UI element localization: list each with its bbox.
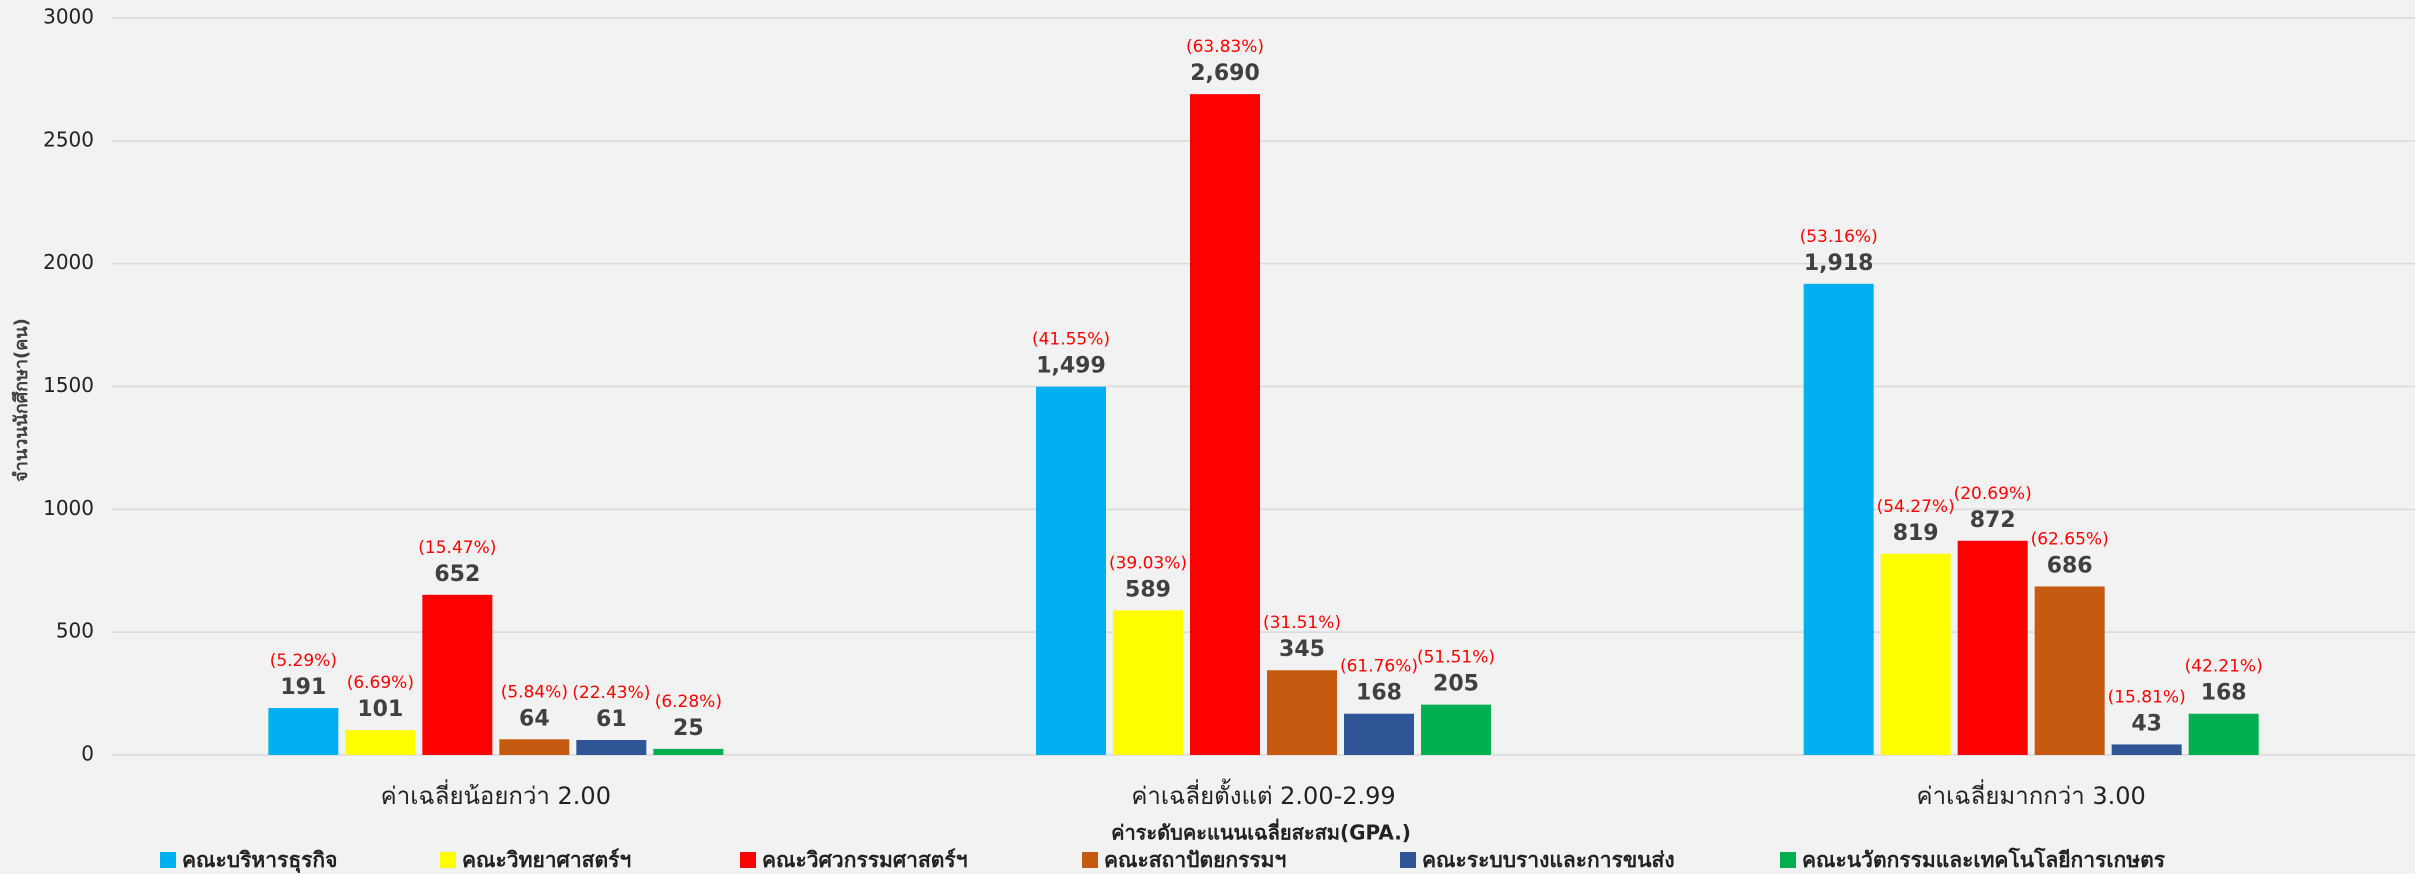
legend-swatch [440,852,456,868]
legend-label: คณะบริหารธุรกิจ [182,848,337,874]
percent-label: (5.84%) [501,682,568,702]
value-label: 1,918 [1804,251,1874,276]
legend-swatch [1400,852,1416,868]
value-label: 101 [357,697,403,722]
bar [268,708,339,755]
bar [576,740,647,755]
legend-swatch [740,852,756,868]
legend-label: คณะนวัตกรรมและเทคโนโลยีการเกษตร [1802,847,2166,872]
x-tick-label: ค่าเฉลี่ยตั้งแต่ 2.00-2.99 [1131,778,1395,810]
percent-label: (61.76%) [1340,657,1418,677]
percent-label: (6.28%) [655,692,722,712]
value-label: 819 [1893,521,1939,546]
bar [1267,670,1337,755]
bar [1036,386,1106,755]
x-tick-label: ค่าเฉลี่ยมากกว่า 3.00 [1917,779,2146,810]
value-label: 168 [1356,681,1402,706]
bar [1113,610,1183,755]
value-label: 345 [1279,637,1325,662]
value-label: 191 [280,675,326,700]
legend-label: คณะสถาปัตยกรรมฯ [1104,848,1286,872]
bar [422,594,493,755]
value-label: 1,499 [1036,354,1106,379]
bar [1421,704,1491,755]
value-label: 168 [2201,681,2247,706]
bar [345,730,416,755]
y-tick-label: 1500 [43,373,94,397]
y-tick-label: 2000 [43,250,94,274]
legend-swatch [1780,852,1796,868]
value-label: 64 [519,706,550,731]
bar [2034,586,2105,755]
value-label: 686 [2047,553,2093,578]
bar [499,739,570,755]
value-label: 2,690 [1190,61,1260,86]
legend-label: คณะวิศวกรรมศาสตร์ฯ [762,848,968,872]
value-label: 589 [1125,577,1171,602]
percent-label: (51.51%) [1417,648,1495,668]
percent-label: (62.65%) [2031,529,2109,549]
value-label: 25 [673,716,704,741]
value-label: 652 [434,562,480,587]
value-label: 205 [1433,672,1479,697]
percent-label: (31.51%) [1263,613,1341,633]
bar [1880,553,1951,755]
percent-label: (41.55%) [1032,330,1110,350]
percent-label: (22.43%) [572,683,650,703]
bar [653,748,724,755]
percent-label: (53.16%) [1800,227,1878,247]
y-tick-label: 0 [81,742,94,766]
value-label: 61 [596,707,627,732]
x-axis-title: ค่าระดับคะแนนเฉลี่ยสะสม(GPA.) [1111,818,1411,845]
y-axis-title: จำนวนนักศึกษา(คน) [11,318,32,482]
percent-label: (63.83%) [1186,37,1264,57]
bar [1957,540,2028,755]
legend-label: คณะวิทยาศาสตร์ฯ [462,848,631,872]
value-label: 43 [2131,711,2162,736]
x-tick-label: ค่าเฉลี่ยน้อยกว่า 2.00 [381,779,611,810]
percent-label: (5.29%) [270,651,337,671]
value-label: 872 [1970,508,2016,533]
y-tick-label: 1000 [43,496,94,520]
percent-label: (6.69%) [347,673,414,693]
percent-label: (20.69%) [1954,484,2032,504]
bar [2111,744,2182,755]
percent-label: (15.81%) [2108,687,2186,707]
bar [1344,713,1414,755]
y-tick-label: 2500 [43,127,94,151]
legend-label: คณะระบบรางและการขนส่ง [1422,848,1675,872]
bar [2188,713,2259,755]
percent-label: (15.47%) [418,538,496,558]
bar [1190,94,1260,755]
percent-label: (42.21%) [2185,657,2263,677]
percent-label: (39.03%) [1109,553,1187,573]
legend-swatch [160,852,176,868]
bar [1803,283,1874,755]
percent-label: (54.27%) [1877,497,1955,517]
y-tick-label: 500 [56,619,94,643]
legend-swatch [1082,852,1098,868]
y-tick-label: 3000 [43,5,94,29]
